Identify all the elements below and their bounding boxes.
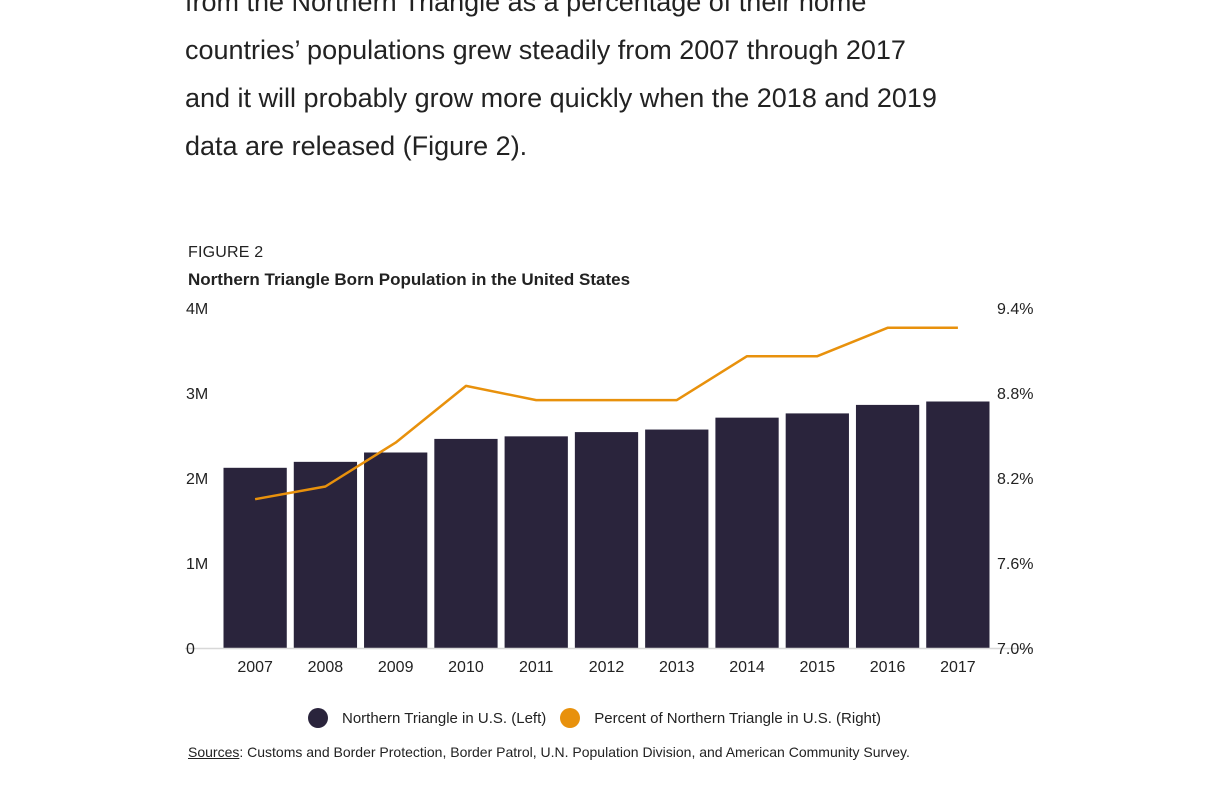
combo-chart: 0 1M 2M 3M 4M 7.0% 7.6% 8.2% 8.8% 9.4% 2007 2008 200… bbox=[185, 301, 1033, 676]
figure-title: Northern Triangle Born Population in the… bbox=[188, 270, 631, 289]
left-axis-tick: 3M bbox=[186, 386, 208, 403]
x-axis-tick: 2009 bbox=[378, 659, 414, 676]
right-axis-tick: 7.0% bbox=[997, 641, 1033, 658]
right-axis-tick: 8.2% bbox=[997, 471, 1033, 488]
bar-2016 bbox=[855, 404, 920, 648]
legend-label-population: Northern Triangle in U.S. (Left) bbox=[342, 709, 547, 727]
chart-legend: Northern Triangle in U.S. (Left) Percent… bbox=[308, 708, 895, 728]
left-axis-tick: 4M bbox=[186, 301, 208, 318]
bar-2007 bbox=[223, 467, 287, 648]
bar-2010 bbox=[434, 438, 498, 648]
x-axis-tick: 2008 bbox=[308, 659, 344, 676]
bar-2011 bbox=[504, 436, 568, 648]
x-axis-tick: 2014 bbox=[729, 659, 765, 676]
bar-2009 bbox=[364, 452, 428, 648]
bar-2015 bbox=[785, 413, 849, 648]
left-axis-tick: 0 bbox=[186, 641, 195, 658]
x-axis-tick: 2015 bbox=[800, 659, 836, 676]
x-axis-tick: 2013 bbox=[659, 659, 695, 676]
bar-2008 bbox=[293, 461, 358, 648]
right-axis-tick: 9.4% bbox=[997, 301, 1033, 318]
x-axis-tick: 2011 bbox=[519, 659, 554, 676]
legend-swatch-population bbox=[308, 708, 328, 728]
x-axis-tick: 2007 bbox=[237, 659, 273, 676]
bar-2017 bbox=[926, 401, 990, 648]
x-axis-tick: 2017 bbox=[940, 659, 976, 676]
figure-label: FIGURE 2 bbox=[188, 244, 264, 261]
article-line: data are released (Figure 2). bbox=[185, 131, 528, 161]
right-axis-tick: 7.6% bbox=[997, 556, 1033, 573]
legend-item-population: Northern Triangle in U.S. (Left) bbox=[308, 708, 546, 728]
article-line: countries’ populations grew steadily fro… bbox=[185, 35, 906, 65]
x-axis-tick: 2010 bbox=[448, 659, 484, 676]
article-line: and it will probably grow more quickly w… bbox=[185, 83, 937, 113]
x-axis-tick: 2016 bbox=[870, 659, 906, 676]
legend-swatch-percent bbox=[560, 708, 581, 728]
legend-item-percent: Percent of Northern Triangle in U.S. (Ri… bbox=[560, 708, 881, 728]
bar-2014 bbox=[715, 417, 779, 648]
left-axis-tick: 2M bbox=[186, 471, 208, 488]
sources-note: Sources: Customs and Border Protection, … bbox=[188, 744, 910, 760]
article-paragraph: from the Northern Triangle as a percenta… bbox=[185, 0, 1055, 170]
right-axis-tick: 8.8% bbox=[997, 386, 1033, 403]
bar-2013 bbox=[645, 429, 709, 648]
x-axis-tick: 2012 bbox=[589, 659, 625, 676]
left-axis-tick: 1M bbox=[186, 556, 208, 573]
article-line: from the Northern Triangle as a percenta… bbox=[185, 0, 867, 17]
sources-link[interactable]: Sources bbox=[188, 744, 240, 760]
sources-text: : Customs and Border Protection, Border … bbox=[239, 744, 910, 760]
bar-2012 bbox=[574, 432, 639, 648]
legend-label-percent: Percent of Northern Triangle in U.S. (Ri… bbox=[594, 709, 882, 727]
